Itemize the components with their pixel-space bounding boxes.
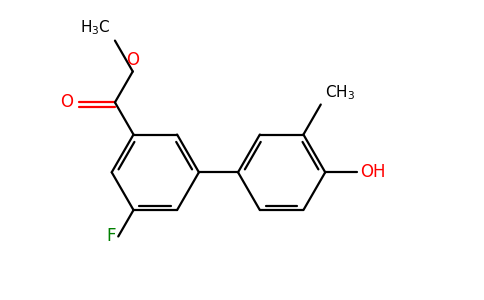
Text: H$_3$C: H$_3$C: [80, 18, 111, 37]
Text: CH$_3$: CH$_3$: [325, 83, 355, 102]
Text: O: O: [60, 93, 74, 111]
Text: O: O: [126, 50, 139, 68]
Text: F: F: [106, 227, 116, 245]
Text: OH: OH: [360, 163, 385, 181]
